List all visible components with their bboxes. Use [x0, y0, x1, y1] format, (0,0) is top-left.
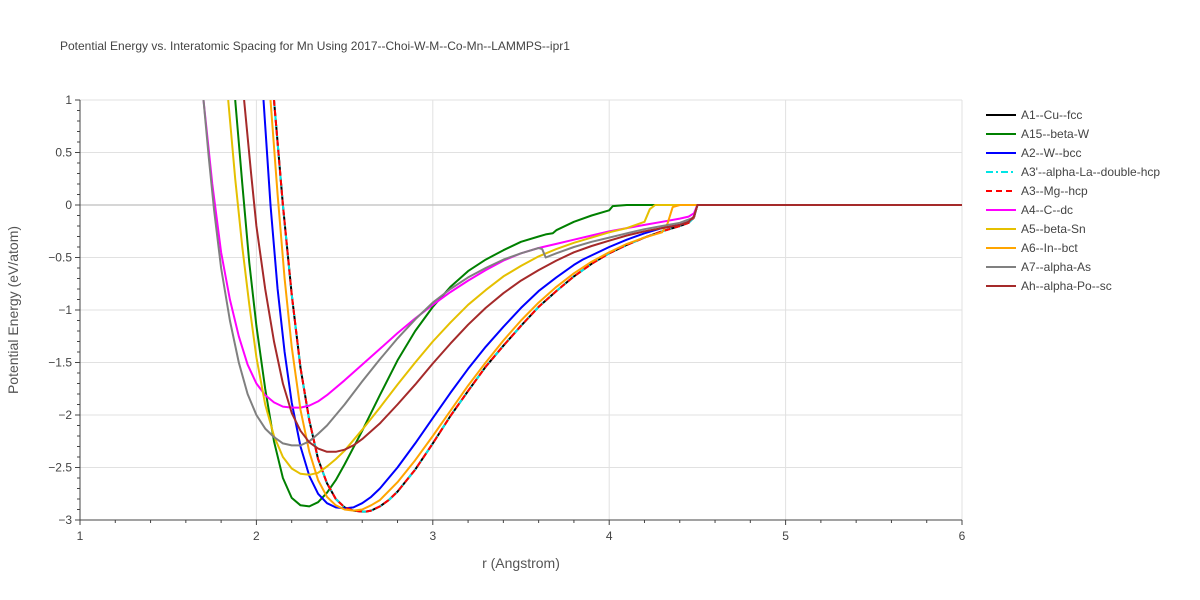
y-tick-label: −1.5	[48, 356, 72, 370]
legend-label: A5--beta-Sn	[1021, 222, 1086, 236]
legend-item[interactable]: A2--W--bcc	[986, 146, 1081, 160]
legend-label: A3--Mg--hcp	[1021, 184, 1088, 198]
y-tick-label: 0	[65, 198, 72, 212]
legend-label: Ah--alpha-Po--sc	[1021, 279, 1112, 293]
y-tick-label: −0.5	[48, 251, 72, 265]
legend-item[interactable]: A3--Mg--hcp	[986, 184, 1088, 198]
legend-item[interactable]: A6--In--bct	[986, 241, 1078, 255]
legend-item[interactable]: A3'--alpha-La--double-hcp	[986, 165, 1160, 179]
series-line-A6--In--bct	[269, 100, 962, 512]
x-tick-label: 5	[782, 529, 789, 543]
legend[interactable]: A1--Cu--fcc A15--beta-W A2--W--bcc A3'--alp…	[986, 108, 1160, 293]
axes	[75, 99, 963, 525]
y-tick-label: −3	[58, 513, 72, 527]
y-tick-label: −2	[58, 408, 72, 422]
legend-label: A3'--alpha-La--double-hcp	[1021, 165, 1160, 179]
legend-label: A4--C--dc	[1021, 203, 1073, 217]
x-tick-label: 2	[253, 529, 260, 543]
y-tick-label: 1	[65, 93, 72, 107]
series-line-Ah--alpha-Po--sc	[243, 100, 962, 453]
series-line-A15--beta-W	[234, 100, 962, 508]
legend-item[interactable]: A4--C--dc	[986, 203, 1073, 217]
legend-item[interactable]: A15--beta-W	[986, 127, 1090, 141]
legend-label: A1--Cu--fcc	[1021, 108, 1082, 122]
legend-label: A6--In--bct	[1021, 241, 1078, 255]
legend-label: A2--W--bcc	[1021, 146, 1081, 160]
y-tick-label: −2.5	[48, 461, 72, 475]
x-tick-label: 1	[77, 529, 84, 543]
legend-item[interactable]: A7--alpha-As	[986, 260, 1091, 274]
legend-item[interactable]: A1--Cu--fcc	[986, 108, 1082, 122]
y-tick-label: 0.5	[55, 146, 72, 160]
x-tick-label: 4	[606, 529, 613, 543]
legend-item[interactable]: A5--beta-Sn	[986, 222, 1086, 236]
series-line-A7--alpha-As	[202, 100, 962, 447]
tick-labels: 1 2 3 4 5 6 1 0.5 0 −0.5 −1 −1.5 −2 −2.5 −3	[48, 93, 965, 543]
x-tick-label: 6	[959, 529, 966, 543]
y-axis-title: Potential Energy (eV/atom)	[5, 226, 21, 394]
series-group	[202, 100, 962, 513]
chart-title: Potential Energy vs. Interatomic Spacing…	[60, 39, 570, 53]
legend-item[interactable]: Ah--alpha-Po--sc	[986, 279, 1112, 293]
y-tick-label: −1	[58, 303, 72, 317]
series-line-A5--beta-Sn	[227, 100, 962, 476]
legend-label: A7--alpha-As	[1021, 260, 1091, 274]
x-tick-label: 3	[429, 529, 436, 543]
series-line-A3--Mg--hcp	[273, 100, 962, 513]
legend-label: A15--beta-W	[1021, 127, 1090, 141]
x-axis-title: r (Angstrom)	[482, 555, 560, 571]
